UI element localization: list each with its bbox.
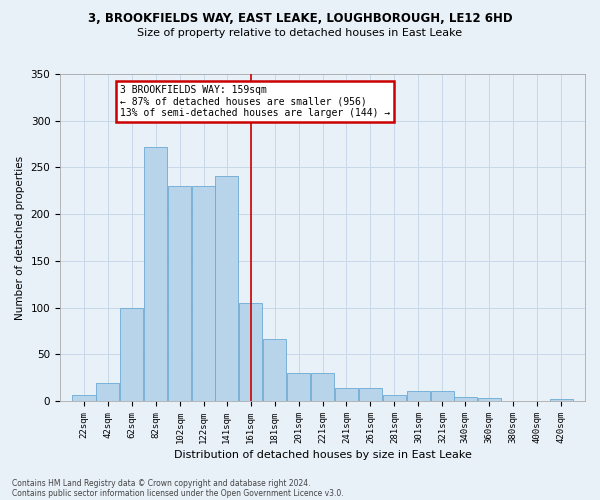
Bar [169,186,191,401]
Text: 3 BROOKFIELDS WAY: 159sqm
← 87% of detached houses are smaller (956)
13% of semi: 3 BROOKFIELDS WAY: 159sqm ← 87% of detac… [120,85,390,118]
Bar [454,398,476,401]
Text: 3, BROOKFIELDS WAY, EAST LEAKE, LOUGHBOROUGH, LE12 6HD: 3, BROOKFIELDS WAY, EAST LEAKE, LOUGHBOR… [88,12,512,26]
Text: Contains HM Land Registry data © Crown copyright and database right 2024.: Contains HM Land Registry data © Crown c… [12,478,311,488]
Bar [407,391,430,401]
Bar [97,384,119,401]
Bar [193,186,215,401]
Bar [431,391,454,401]
Text: Size of property relative to detached houses in East Leake: Size of property relative to detached ho… [137,28,463,38]
Bar [121,308,143,401]
Bar [215,176,238,401]
Bar [239,303,262,401]
Y-axis label: Number of detached properties: Number of detached properties [15,156,25,320]
Bar [311,373,334,401]
Bar [287,373,310,401]
Bar [73,394,95,401]
Bar [550,399,572,401]
Bar [145,147,167,401]
Bar [335,388,358,401]
X-axis label: Distribution of detached houses by size in East Leake: Distribution of detached houses by size … [173,450,472,460]
Bar [383,394,406,401]
Text: Contains public sector information licensed under the Open Government Licence v3: Contains public sector information licen… [12,488,344,498]
Bar [478,398,500,401]
Bar [263,340,286,401]
Bar [359,388,382,401]
